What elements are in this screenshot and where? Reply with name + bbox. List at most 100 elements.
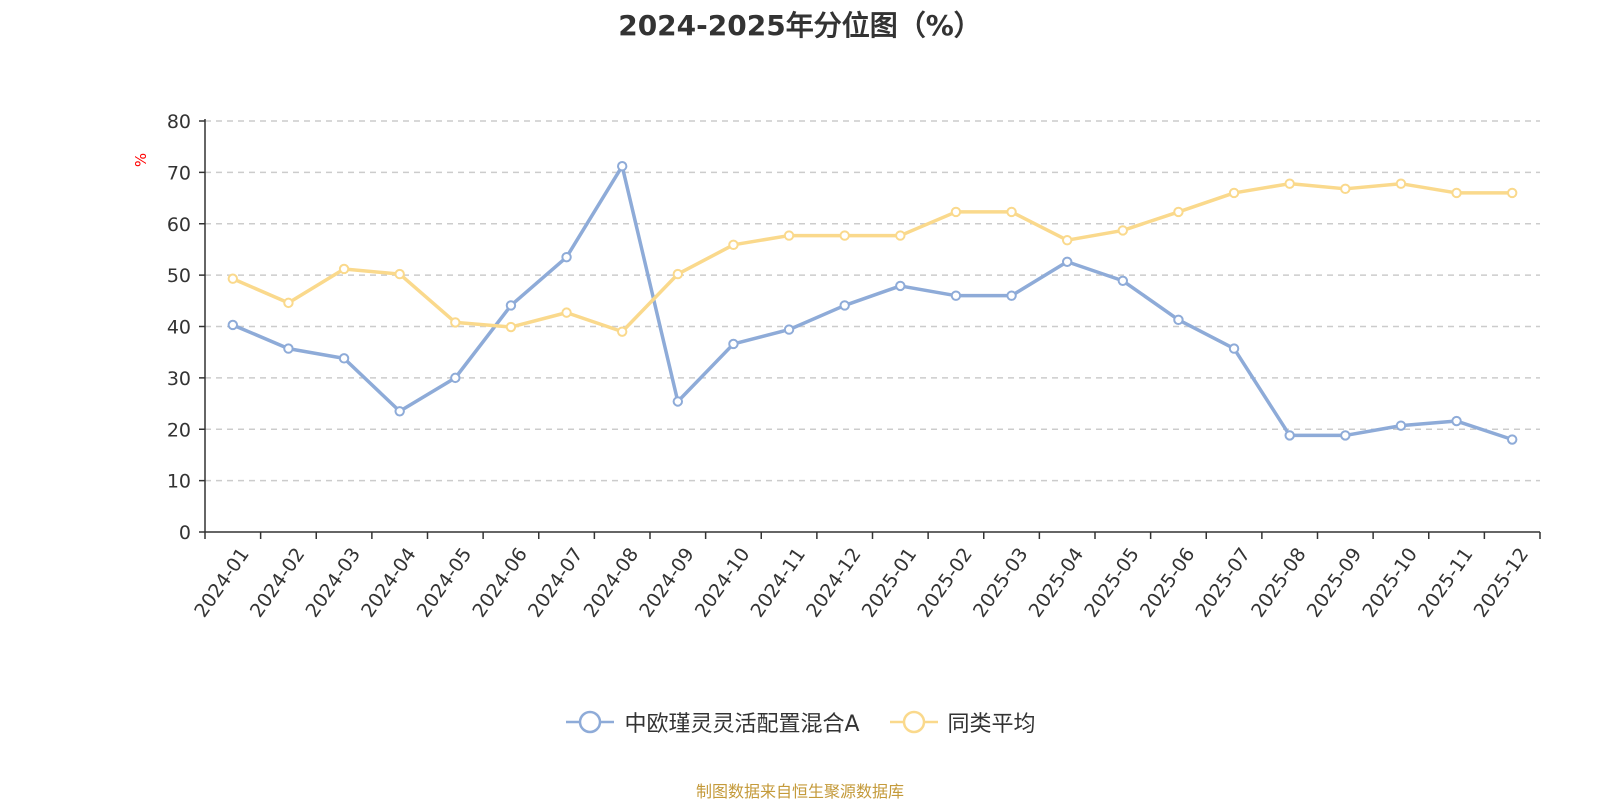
y-tick-label: 20 — [167, 419, 191, 441]
data-point — [227, 273, 239, 284]
data-point — [1228, 187, 1240, 199]
source-note: 制图数据来自恒生聚源数据库 — [695, 782, 904, 801]
legend-swatch — [566, 710, 615, 734]
data-point — [1506, 187, 1518, 199]
x-tick-label: 2024-01 — [190, 544, 254, 622]
y-tick-label: 30 — [167, 368, 191, 390]
series-2 — [227, 178, 1518, 337]
x-tick-label: 2024-10 — [691, 544, 755, 622]
data-point — [728, 338, 739, 350]
y-tick-labels: 0 10 20 30 40 50 60 70 80 — [167, 111, 191, 544]
y-tick-label: 60 — [167, 214, 191, 236]
data-point — [283, 297, 294, 309]
y-tick-label: 80 — [167, 111, 191, 133]
y-tick-label: 40 — [167, 317, 191, 339]
data-point — [394, 268, 405, 280]
data-point — [950, 206, 962, 218]
data-point — [783, 324, 795, 335]
data-point — [1006, 206, 1017, 218]
data-point — [1061, 234, 1073, 246]
data-point — [561, 251, 572, 263]
data-point — [1061, 256, 1073, 267]
data-point — [616, 326, 628, 337]
data-point — [1173, 314, 1184, 326]
x-tick-label: 2025-05 — [1080, 544, 1144, 622]
series-1 — [227, 161, 1518, 445]
x-tick-label: 2024-05 — [413, 544, 477, 622]
x-tick-label: 2025-12 — [1470, 544, 1534, 622]
grid-lines — [205, 120, 1540, 482]
data-point — [1006, 290, 1017, 301]
data-point — [728, 239, 739, 251]
data-point — [505, 300, 517, 311]
x-tick-label: 2024-12 — [802, 544, 866, 622]
x-tick-label: 2025-09 — [1303, 544, 1367, 622]
x-tick-label: 2024-04 — [357, 544, 421, 622]
chart-title: 2024-2025年分位图（%） — [618, 9, 982, 42]
data-point — [895, 230, 906, 241]
data-point — [1117, 275, 1129, 286]
data-point — [1228, 343, 1240, 354]
data-point — [338, 353, 350, 364]
y-tick-label: 10 — [167, 471, 191, 493]
legend-item[interactable]: 中欧瑾灵灵活配置混合A — [564, 706, 860, 738]
x-tick-label: 2024-07 — [524, 544, 588, 622]
data-point — [561, 307, 572, 318]
x-tick-label: 2025-10 — [1358, 544, 1422, 622]
data-point — [1117, 225, 1129, 236]
x-tick-label: 2024-08 — [580, 544, 644, 622]
x-tick-label: 2024-11 — [746, 544, 810, 622]
x-tick-label: 2025-04 — [1025, 544, 1089, 622]
data-point — [283, 343, 294, 354]
x-tick-label: 2025-08 — [1247, 544, 1311, 622]
data-point — [1284, 178, 1295, 189]
y-axis-unit-label: % — [132, 153, 150, 167]
data-point — [450, 372, 461, 384]
data-point — [394, 406, 405, 417]
data-point — [1395, 420, 1407, 431]
x-tick-label: 2025-07 — [1191, 544, 1255, 622]
y-tick-label: 70 — [167, 162, 191, 184]
y-tick-label: 0 — [179, 522, 191, 544]
data-point — [1284, 430, 1295, 441]
x-tick-label: 2025-06 — [1136, 544, 1200, 622]
data-point — [839, 230, 850, 241]
data-point — [1340, 430, 1351, 441]
series-group — [227, 161, 1518, 445]
data-point — [672, 396, 684, 407]
data-point — [839, 300, 850, 311]
x-tick-label: 2025-01 — [858, 544, 922, 622]
axes — [199, 119, 1541, 539]
data-point — [1340, 183, 1351, 195]
x-tick-labels: 2024-012024-022024-032024-042024-052024-… — [190, 544, 1533, 622]
data-point — [338, 263, 350, 275]
x-tick-label: 2025-02 — [913, 544, 977, 622]
data-point — [950, 290, 962, 301]
data-point — [227, 319, 239, 331]
x-tick-label: 2024-02 — [246, 544, 310, 622]
legend-swatch — [889, 710, 938, 734]
data-point — [672, 268, 684, 280]
data-point — [783, 230, 795, 241]
data-point — [616, 161, 628, 172]
x-tick-label: 2024-03 — [301, 544, 365, 622]
data-point — [1395, 178, 1407, 189]
data-point — [895, 280, 906, 292]
data-point — [1451, 187, 1462, 199]
series-line — [231, 164, 1514, 442]
legend-item[interactable]: 同类平均 — [888, 706, 1036, 738]
data-point — [1173, 206, 1184, 218]
data-point — [1451, 415, 1462, 427]
series-line — [231, 181, 1514, 334]
x-tick-label: 2025-11 — [1414, 544, 1478, 622]
legend-label: 中欧瑾灵灵活配置混合A — [624, 712, 860, 737]
data-point — [505, 321, 517, 333]
legend: 中欧瑾灵灵活配置混合A 同类平均 — [0, 706, 1600, 742]
x-tick-label: 2024-06 — [468, 544, 532, 622]
x-tick-label: 2024-09 — [635, 544, 699, 622]
y-tick-label: 50 — [167, 265, 191, 287]
x-tick-label: 2025-03 — [969, 544, 1033, 622]
legend-label: 同类平均 — [947, 712, 1036, 737]
data-point — [1506, 434, 1518, 445]
